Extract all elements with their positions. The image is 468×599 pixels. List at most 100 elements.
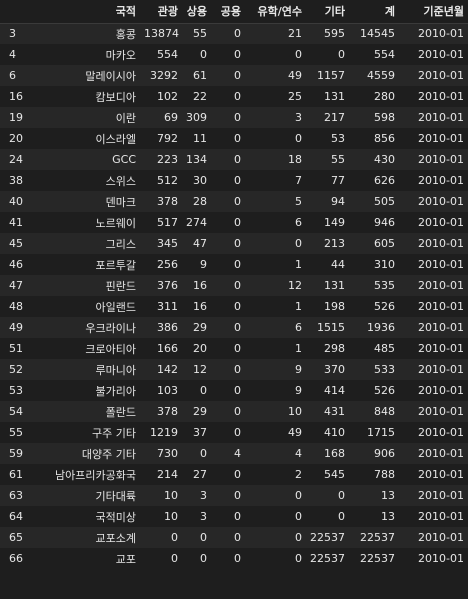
cell-study: 0 xyxy=(295,489,302,502)
cell-total: 946 xyxy=(374,216,395,229)
cell-other: 370 xyxy=(324,363,345,376)
cell-study: 12 xyxy=(288,279,302,292)
cell-nationality: 이스라엘 xyxy=(95,132,136,146)
cell-index: 4 xyxy=(9,48,16,61)
cell-other: 414 xyxy=(324,384,345,397)
cell-nationality: 불가리아 xyxy=(95,384,136,398)
cell-nationality: 마카오 xyxy=(105,48,136,62)
header-official: 공용 xyxy=(211,0,245,24)
cell-official: 0 xyxy=(234,279,241,292)
cell-base-month: 2010-01 xyxy=(418,426,464,439)
cell-nationality: 남아프리카공화국 xyxy=(55,468,136,482)
cell-other: 0 xyxy=(338,510,345,523)
cell-total: 310 xyxy=(374,258,395,271)
cell-index: 64 xyxy=(9,510,23,523)
cell-official: 0 xyxy=(234,90,241,103)
cell-business: 16 xyxy=(193,279,207,292)
cell-business: 309 xyxy=(186,111,207,124)
cell-study: 9 xyxy=(295,363,302,376)
cell-study: 18 xyxy=(288,153,302,166)
cell-total: 280 xyxy=(374,90,395,103)
cell-official: 0 xyxy=(234,69,241,82)
cell-total: 430 xyxy=(374,153,395,166)
cell-study: 49 xyxy=(288,426,302,439)
cell-business: 16 xyxy=(193,300,207,313)
cell-other: 545 xyxy=(324,468,345,481)
cell-business: 47 xyxy=(193,237,207,250)
cell-index: 53 xyxy=(9,384,23,397)
cell-tourism: 3292 xyxy=(150,69,178,82)
cell-base-month: 2010-01 xyxy=(418,90,464,103)
cell-index: 45 xyxy=(9,237,23,250)
cell-base-month: 2010-01 xyxy=(418,132,464,145)
table-row: 55 구주 기타 1219 37 0 49 410 1715 2010-01 xyxy=(0,422,468,443)
cell-tourism: 214 xyxy=(157,468,178,481)
cell-nationality: GCC xyxy=(112,153,136,166)
cell-nationality: 그리스 xyxy=(105,237,136,251)
cell-business: 0 xyxy=(200,552,207,565)
cell-total: 554 xyxy=(374,48,395,61)
cell-nationality: 우크라이나 xyxy=(85,321,136,335)
cell-business: 12 xyxy=(193,363,207,376)
cell-tourism: 512 xyxy=(157,174,178,187)
cell-study: 1 xyxy=(295,258,302,271)
table-row: 63 기타대륙 10 3 0 0 0 13 2010-01 xyxy=(0,485,468,506)
table-row: 41 노르웨이 517 274 0 6 149 946 2010-01 xyxy=(0,212,468,233)
cell-business: 11 xyxy=(193,132,207,145)
cell-business: 27 xyxy=(193,468,207,481)
cell-study: 6 xyxy=(295,321,302,334)
cell-study: 6 xyxy=(295,216,302,229)
table-row: 54 폴란드 378 29 0 10 431 848 2010-01 xyxy=(0,401,468,422)
cell-official: 0 xyxy=(234,531,241,544)
header-row: 국적 관광 상용 공용 유학/연수 기타 계 기준년월 xyxy=(0,0,468,24)
cell-total: 14545 xyxy=(360,27,395,41)
cell-index: 65 xyxy=(9,531,23,544)
cell-tourism: 0 xyxy=(171,552,178,565)
cell-business: 37 xyxy=(193,426,207,439)
table-row: 19 이란 69 309 0 3 217 598 2010-01 xyxy=(0,107,468,128)
cell-other: 198 xyxy=(324,300,345,313)
cell-tourism: 10 xyxy=(164,510,178,523)
cell-tourism: 792 xyxy=(157,132,178,145)
cell-index: 61 xyxy=(9,468,23,481)
cell-official: 0 xyxy=(234,174,241,187)
cell-study: 5 xyxy=(295,195,302,208)
cell-total: 13 xyxy=(381,510,395,523)
table-row: 65 교포소계 0 0 0 0 22537 22537 2010-01 xyxy=(0,527,468,548)
cell-official: 0 xyxy=(234,384,241,397)
header-study: 유학/연수 xyxy=(245,0,306,24)
cell-business: 3 xyxy=(200,489,207,502)
header-business: 상용 xyxy=(182,0,211,24)
cell-index: 51 xyxy=(9,342,23,355)
cell-study: 1 xyxy=(295,342,302,355)
cell-business: 9 xyxy=(200,258,207,271)
cell-official: 0 xyxy=(234,195,241,208)
cell-official: 0 xyxy=(234,321,241,334)
table-row: 51 크로아티아 166 20 0 1 298 485 2010-01 xyxy=(0,338,468,359)
cell-tourism: 69 xyxy=(164,111,178,124)
cell-nationality: 홍콩 xyxy=(115,27,136,41)
cell-tourism: 376 xyxy=(157,279,178,292)
cell-official: 0 xyxy=(234,132,241,145)
cell-total: 1715 xyxy=(367,426,395,439)
cell-nationality: 덴마크 xyxy=(105,195,136,209)
cell-index: 59 xyxy=(9,447,23,460)
table-row: 46 포르투갈 256 9 0 1 44 310 2010-01 xyxy=(0,254,468,275)
cell-total: 485 xyxy=(374,342,395,355)
cell-index: 47 xyxy=(9,279,23,292)
cell-business: 29 xyxy=(193,405,207,418)
cell-tourism: 103 xyxy=(157,384,178,397)
cell-tourism: 554 xyxy=(157,48,178,61)
cell-business: 30 xyxy=(193,174,207,187)
cell-business: 0 xyxy=(200,531,207,544)
table-row: 48 아일랜드 311 16 0 1 198 526 2010-01 xyxy=(0,296,468,317)
cell-other: 213 xyxy=(324,237,345,250)
cell-business: 0 xyxy=(200,447,207,460)
cell-base-month: 2010-01 xyxy=(418,489,464,502)
table-row: 3 홍콩 13874 55 0 21 595 14545 2010-01 xyxy=(0,23,468,44)
cell-nationality: 교포 xyxy=(115,552,136,566)
cell-other: 22537 xyxy=(310,552,345,565)
cell-tourism: 345 xyxy=(157,237,178,250)
cell-base-month: 2010-01 xyxy=(418,27,464,41)
cell-other: 22537 xyxy=(310,531,345,544)
